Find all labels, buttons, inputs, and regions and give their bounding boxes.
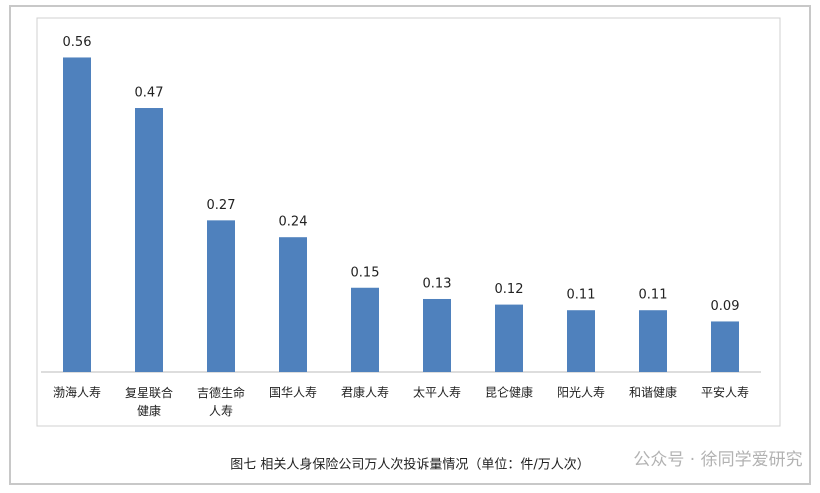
x-tick-label: 太平人寿 — [413, 385, 461, 400]
value-label: 0.27 — [207, 198, 236, 213]
x-tick-label: 国华人寿 — [269, 386, 317, 400]
value-label: 0.56 — [63, 35, 92, 50]
bar — [207, 220, 235, 372]
value-label: 0.11 — [567, 288, 596, 303]
value-label: 0.24 — [279, 215, 308, 230]
bar — [351, 287, 379, 372]
x-tick-label: 吉德生命人寿 — [197, 385, 245, 418]
value-label: 0.11 — [639, 288, 668, 303]
value-label: 0.13 — [423, 276, 452, 291]
bar — [567, 310, 595, 372]
bar — [423, 298, 451, 372]
value-label: 0.15 — [351, 265, 380, 280]
x-tick-label: 阳光人寿 — [557, 386, 605, 400]
x-tick-label: 平安人寿 — [701, 385, 749, 400]
value-label: 0.09 — [711, 299, 740, 314]
bar — [135, 108, 163, 373]
bar — [711, 321, 739, 372]
watermark: 公众号 · 徐同学爱研究 — [633, 450, 802, 470]
bar — [63, 57, 91, 372]
x-tick-label: 和谐健康 — [629, 385, 677, 400]
x-tick-label: 昆仑健康 — [485, 385, 533, 400]
value-label: 0.12 — [495, 282, 524, 297]
x-tick-label: 渤海人寿 — [53, 385, 101, 400]
bar — [639, 310, 667, 372]
bar — [495, 304, 523, 372]
bar — [279, 237, 307, 372]
x-tick-label: 复星联合健康 — [125, 385, 173, 418]
caption: 图七 相关人身保险公司万人次投诉量情况（单位：件/万人次） — [230, 457, 590, 473]
x-tick-label: 君康人寿 — [341, 385, 389, 400]
value-label: 0.47 — [135, 86, 164, 101]
